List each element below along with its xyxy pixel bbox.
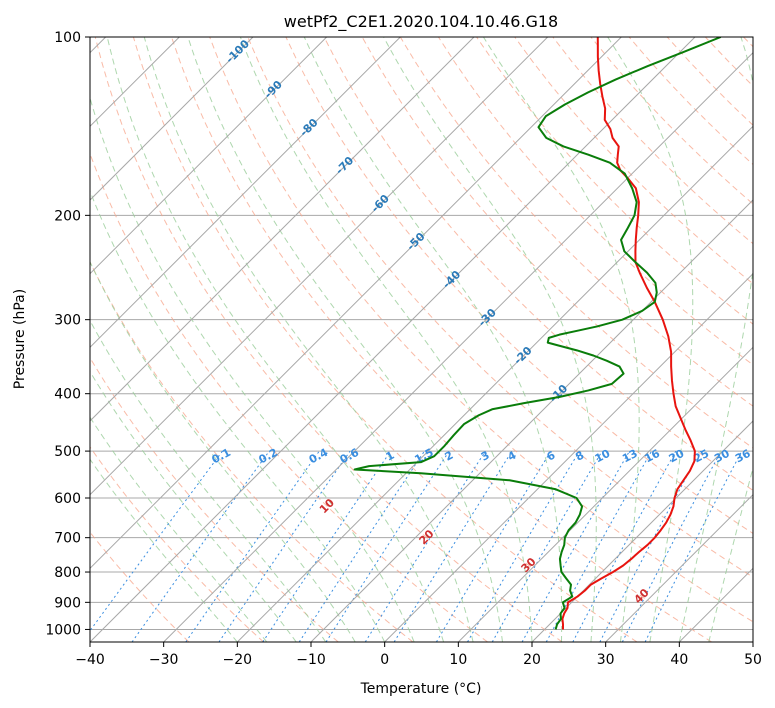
mixing-ratio-line (185, 450, 320, 642)
moist-adiabat-line (90, 260, 356, 642)
isotherm-line (457, 346, 753, 642)
chart-title: wetPf2_C2E1.2020.104.10.46.G18 (284, 12, 558, 32)
axes: −40 −30 −20 −10 0 10 20 30 40 50 100 200 300 400 500 60… (45, 30, 762, 668)
dry-adiabat-line (247, 37, 753, 578)
mixing-ratio-line (545, 450, 653, 642)
isotherm-line (236, 125, 753, 642)
mixing-ratio-label: 16 (642, 447, 662, 466)
pressure-gridlines (90, 37, 753, 630)
moist-adiabat-line (482, 37, 640, 642)
x-tick-label: 10 (449, 652, 467, 668)
x-tick-label: 0 (380, 652, 389, 668)
moist-adiabat-line (303, 37, 563, 642)
isotherm-line (90, 37, 696, 642)
moist-adiabat-line (90, 458, 238, 642)
x-tick-label: 50 (744, 652, 762, 668)
y-tick-label: 500 (54, 444, 81, 460)
dry-adiabat-line (132, 37, 638, 642)
moist-adiabat-line (678, 37, 753, 642)
dry-adiabat-line (209, 37, 753, 623)
isotherm-line (90, 37, 549, 496)
mixing-ratio-line (644, 450, 743, 642)
x-tick-label: −20 (223, 652, 253, 668)
y-axis-label: Pressure (hPa) (12, 289, 28, 389)
mixing-ratio-label: 36 (733, 447, 753, 466)
mixing-ratio-line (364, 450, 486, 642)
mixing-ratio-line (621, 450, 722, 642)
mixing-ratio-line (521, 450, 630, 642)
mixing-ratio-label: 13 (620, 447, 640, 466)
isotherm-line (531, 420, 753, 642)
isotherm-line (605, 493, 753, 642)
moist-adiabat-line (90, 319, 327, 642)
dewpoint-profile-line (353, 37, 722, 630)
mixing-ratio-line (491, 450, 603, 642)
moist-adiabat-line (90, 416, 268, 642)
dry-adiabat-line (476, 37, 753, 325)
dry-adiabat-line (285, 37, 753, 535)
dry-adiabat-line (90, 446, 264, 642)
moist-adiabat-line (708, 466, 753, 642)
y-tick-label: 1000 (45, 622, 81, 638)
isotherm-line (310, 199, 753, 642)
x-tick-label: 40 (670, 652, 688, 668)
moist-adiabat-line (383, 37, 597, 642)
moist-adiabat-line (187, 37, 504, 642)
moist-adiabat-line (106, 37, 445, 642)
y-tick-label: 400 (54, 387, 81, 403)
mixing-ratio-line (467, 450, 580, 642)
moist-adiabat-line (239, 37, 533, 642)
mixing-ratio-line (435, 450, 552, 642)
moist-adiabat-line (607, 37, 694, 642)
isotherm-line (90, 37, 475, 422)
y-tick-label: 200 (54, 208, 81, 224)
moist-adiabat-line (90, 370, 297, 642)
mixing-ratio-label: 30 (712, 447, 732, 466)
x-tick-label: 30 (597, 652, 615, 668)
mixing-ratio-label: 10 (593, 447, 613, 466)
x-axis-label: Temperature (°C) (360, 681, 482, 697)
mixing-ratio-label: 20 (667, 447, 687, 466)
temperature-profile-line (561, 37, 696, 630)
mixing-ratio-label: 25 (692, 447, 712, 466)
dry-adiabat-line (94, 37, 563, 642)
isotherm-line (90, 37, 622, 570)
dry-adiabat-line (171, 37, 713, 642)
y-tick-label: 600 (54, 491, 81, 507)
y-tick-label: 800 (54, 565, 81, 581)
mixing-ratio-line (572, 450, 677, 642)
y-tick-label: 700 (54, 531, 81, 547)
x-tick-label: −30 (149, 652, 179, 668)
x-tick-label: −40 (75, 652, 105, 668)
mixing-ratio-line (325, 450, 450, 642)
sounding-profiles (353, 37, 722, 630)
isotherm-line (752, 641, 753, 642)
mixing-ratio-line (298, 450, 425, 642)
mixing-ratio-line (393, 450, 513, 642)
plot-frame (89, 36, 754, 643)
isotherm-line (90, 37, 401, 349)
isotherms (90, 37, 753, 642)
moist-adiabat-line (90, 189, 386, 642)
dry-adiabat-line (514, 37, 753, 285)
dry-adiabat-line (323, 37, 753, 491)
y-tick-label: 300 (54, 313, 81, 329)
isotherm-line (163, 51, 753, 642)
y-tick-label: 900 (54, 595, 81, 611)
moist-adiabat-line (143, 37, 474, 642)
isotherm-line (90, 37, 328, 275)
mixing-ratio-line (599, 450, 701, 642)
isotherm-line (384, 272, 753, 642)
y-tick-label: 100 (54, 30, 81, 46)
plot-area (90, 37, 753, 642)
mixing-ratio-line (90, 450, 223, 632)
x-tick-label: −10 (296, 652, 326, 668)
x-tick-label: 20 (523, 652, 541, 668)
isotherm-line (90, 37, 254, 201)
